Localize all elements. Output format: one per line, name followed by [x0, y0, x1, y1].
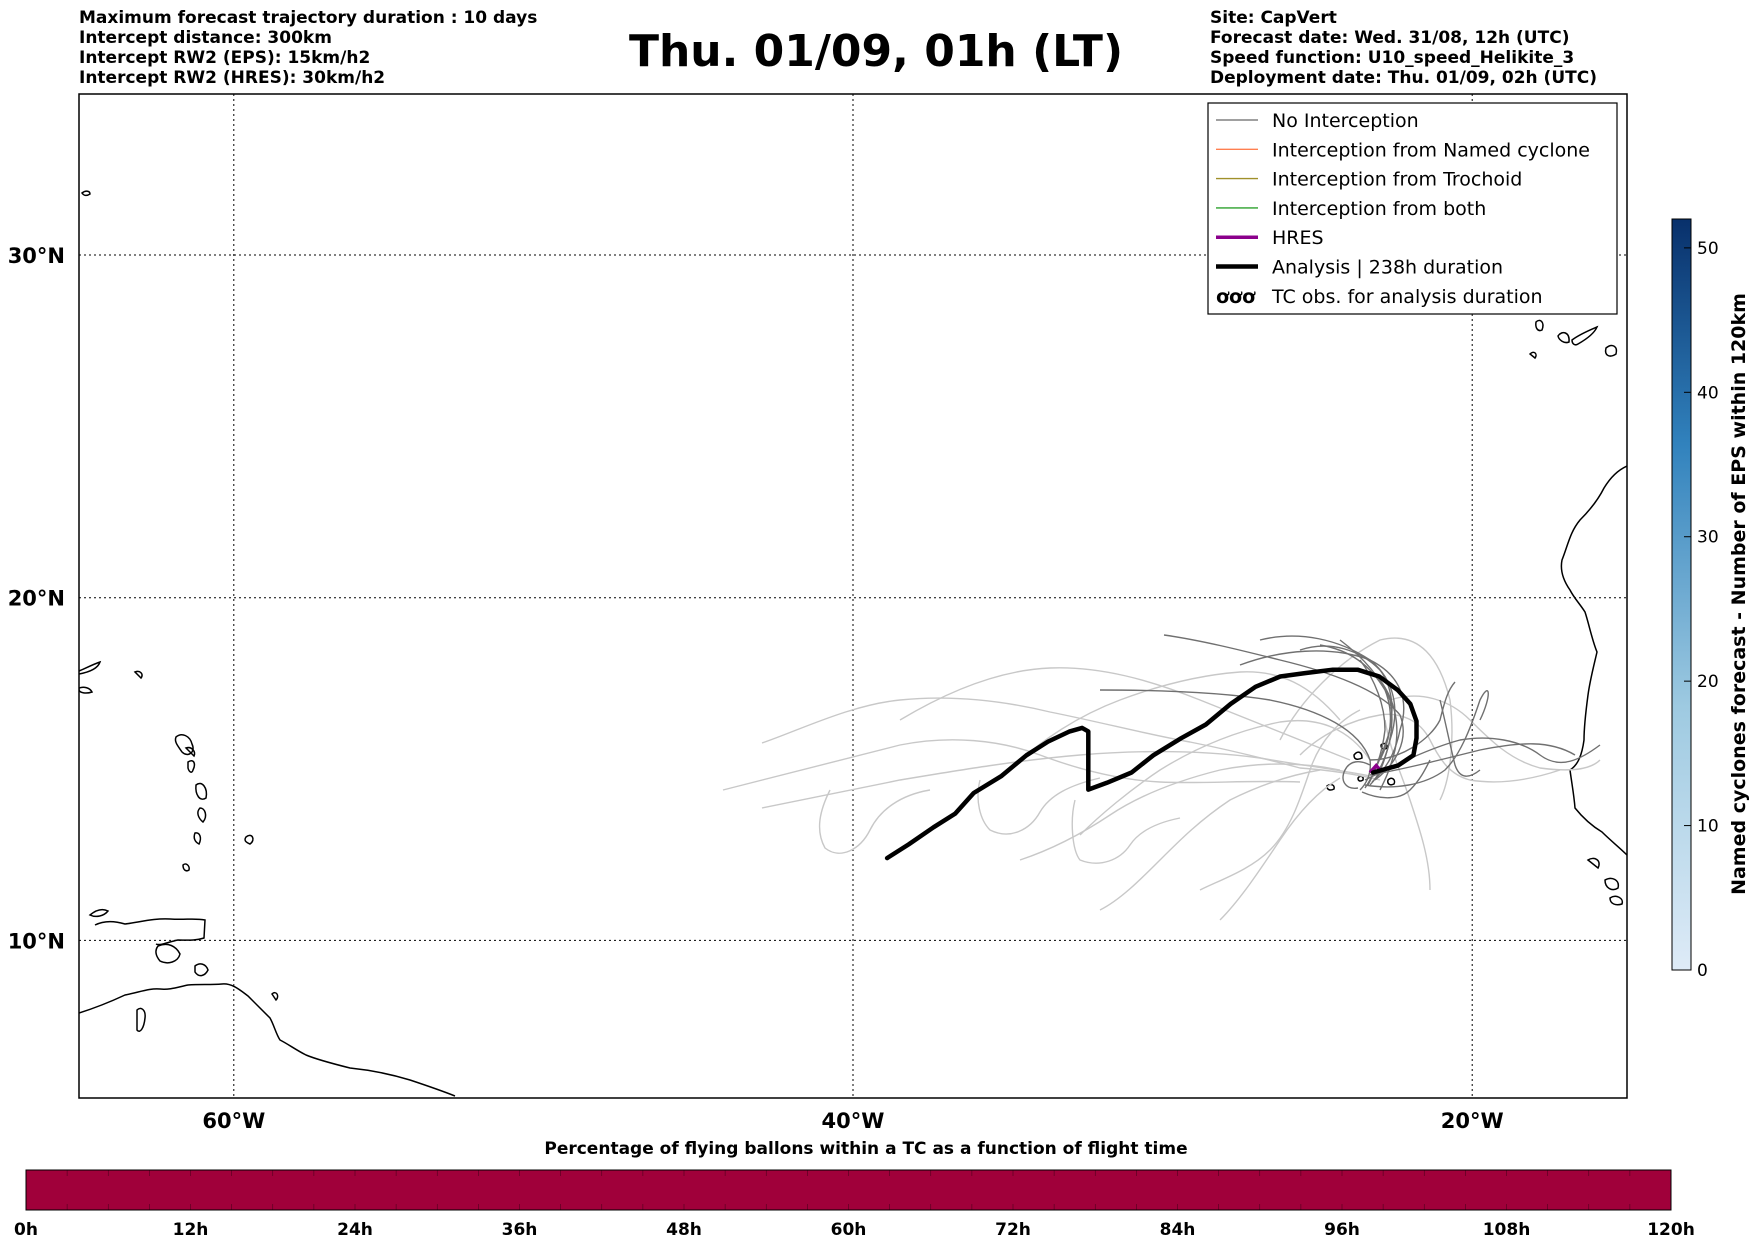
coastline-madeira — [1535, 319, 1544, 332]
colorbar-bottom-tick-label: 60h — [831, 1220, 867, 1240]
longitude-label: 40°W — [822, 1109, 885, 1133]
coastline-puerto-rico — [79, 660, 102, 675]
coastline-canary-islands — [1571, 325, 1599, 346]
colorbar-bottom-tick-label: 12h — [173, 1220, 209, 1240]
colorbar-bottom-tick-label: 108h — [1483, 1220, 1531, 1240]
colorbar-bottom-tick-label: 36h — [502, 1220, 538, 1240]
coastline-canary-islands — [1557, 331, 1570, 344]
legend: No Interception Interception from Named c… — [1207, 102, 1618, 315]
coastlines — [79, 190, 1627, 1097]
coastline-guinea-islands — [1586, 857, 1600, 870]
header-info-left: Maximum forecast trajectory duration : 1… — [79, 8, 537, 88]
legend-item: Interception from both — [1216, 198, 1486, 220]
legend-label: Interception from Named cyclone — [1272, 139, 1590, 161]
header-left-line: Intercept RW2 (HRES): 30km/h2 — [79, 68, 386, 88]
coastline-canary-islands — [1528, 351, 1537, 360]
header-right-line: Site: CapVert — [1210, 8, 1337, 28]
coastline-venezuela-north — [94, 918, 206, 946]
colorbar-right-tick-label: 20 — [1697, 672, 1719, 692]
coastline-south-america — [79, 983, 456, 1097]
coastline-island — [88, 908, 110, 918]
legend-item: Interception from Named cyclone — [1216, 139, 1590, 161]
coastline-island — [194, 963, 209, 977]
colorbar-right: 0 10 20 30 40 50 Named cyclones forecast - Nu… — [1671, 218, 1750, 981]
legend-label: No Interception — [1272, 110, 1419, 132]
legend-label: Analysis | 238h duration — [1272, 257, 1503, 279]
longitude-label: 20°W — [1441, 1109, 1504, 1133]
header-left-line: Maximum forecast trajectory duration : 1… — [79, 8, 538, 28]
coastline-island — [136, 1007, 146, 1032]
colorbar-bottom: Percentage of flying ballons within a TC… — [14, 1139, 1695, 1240]
latitude-labels: 30°N 20°N 10°N — [8, 244, 65, 953]
colorbar-right-tick-label: 0 — [1697, 961, 1708, 981]
cyclone-symbols-icon: ơơơ — [1216, 286, 1256, 308]
legend-label: Interception from both — [1272, 198, 1486, 220]
header-left-line: Intercept distance: 300km — [79, 28, 332, 48]
legend-box — [1207, 102, 1618, 315]
header-right-line: Deployment date: Thu. 01/09, 02h (UTC) — [1210, 68, 1597, 88]
colorbar-bottom-tick-label: 96h — [1324, 1220, 1360, 1240]
coastline-island — [187, 759, 196, 773]
legend-item: ơơơ TC obs. for analysis duration — [1216, 286, 1543, 308]
coastline-island — [271, 991, 279, 1002]
page-title: Thu. 01/09, 01h (LT) — [628, 26, 1124, 77]
colorbar-bottom-tick-label: 120h — [1647, 1220, 1695, 1240]
coastline-canary-islands — [1604, 344, 1618, 357]
coastline-island — [244, 834, 254, 845]
coastline-island — [193, 832, 202, 846]
latitude-label: 10°N — [8, 929, 65, 953]
legend-item: Interception from Trochoid — [1216, 169, 1522, 191]
header-right-line: Forecast date: Wed. 31/08, 12h (UTC) — [1210, 28, 1570, 48]
coastline-island — [195, 782, 208, 800]
legend-item: No Interception — [1216, 110, 1419, 132]
coastline-island — [79, 686, 94, 694]
longitude-labels: 60°W 40°W 20°W — [202, 1109, 1503, 1133]
colorbar-right-tick-label: 30 — [1697, 528, 1719, 548]
colorbar-right-tick-label: 40 — [1697, 383, 1719, 403]
analysis-track — [884, 667, 1419, 861]
colorbar-bottom-tick-label: 24h — [337, 1220, 373, 1240]
colorbar-bottom-tick-label: 72h — [995, 1220, 1031, 1240]
legend-item: Analysis | 238h duration — [1216, 257, 1503, 279]
colorbar-right-gradient — [1671, 218, 1692, 971]
coastline-africa — [1560, 465, 1627, 856]
coastline-island — [184, 746, 196, 758]
ensemble-trajectories-light — [722, 637, 1601, 921]
coastline-cape-verde — [1353, 751, 1363, 760]
coastline-island — [197, 807, 207, 824]
colorbar-right-tick-label: 50 — [1697, 239, 1719, 259]
colorbar-right-label: Named cyclones forecast - Number of EPS … — [1728, 293, 1750, 895]
colorbar-right-tick-label: 10 — [1697, 817, 1719, 837]
coastline-trinidad — [155, 943, 181, 964]
colorbar-bottom-tick-label: 84h — [1160, 1220, 1196, 1240]
header-left-line: Intercept RW2 (EPS): 15km/h2 — [79, 48, 371, 68]
legend-label: TC obs. for analysis duration — [1271, 286, 1543, 308]
legend-label: HRES — [1272, 227, 1324, 249]
coastline-island — [182, 863, 190, 872]
coastline-cape-verde — [1357, 775, 1364, 782]
legend-label: Interception from Trochoid — [1272, 169, 1522, 191]
colorbar-bottom-tick-label: 48h — [666, 1220, 702, 1240]
colorbar-bottom-label: Percentage of flying ballons within a TC… — [544, 1139, 1187, 1159]
coastline-bermuda — [80, 190, 91, 197]
hres-track — [1368, 762, 1381, 774]
coastline-guinea-islands — [1604, 877, 1620, 891]
longitude-label: 60°W — [202, 1109, 265, 1133]
header-info-right: Site: CapVert Forecast date: Wed. 31/08,… — [1210, 8, 1597, 88]
coastline-guinea-islands — [1609, 895, 1624, 906]
colorbar-bottom-tick-label: 0h — [14, 1220, 38, 1240]
header-right-line: Speed function: U10_speed_Helikite_3 — [1210, 48, 1575, 68]
legend-item: HRES — [1216, 227, 1324, 249]
latitude-label: 30°N — [8, 244, 65, 268]
latitude-label: 20°N — [8, 587, 65, 611]
coastline-island — [133, 670, 143, 680]
coastline-cape-verde — [1387, 777, 1396, 786]
